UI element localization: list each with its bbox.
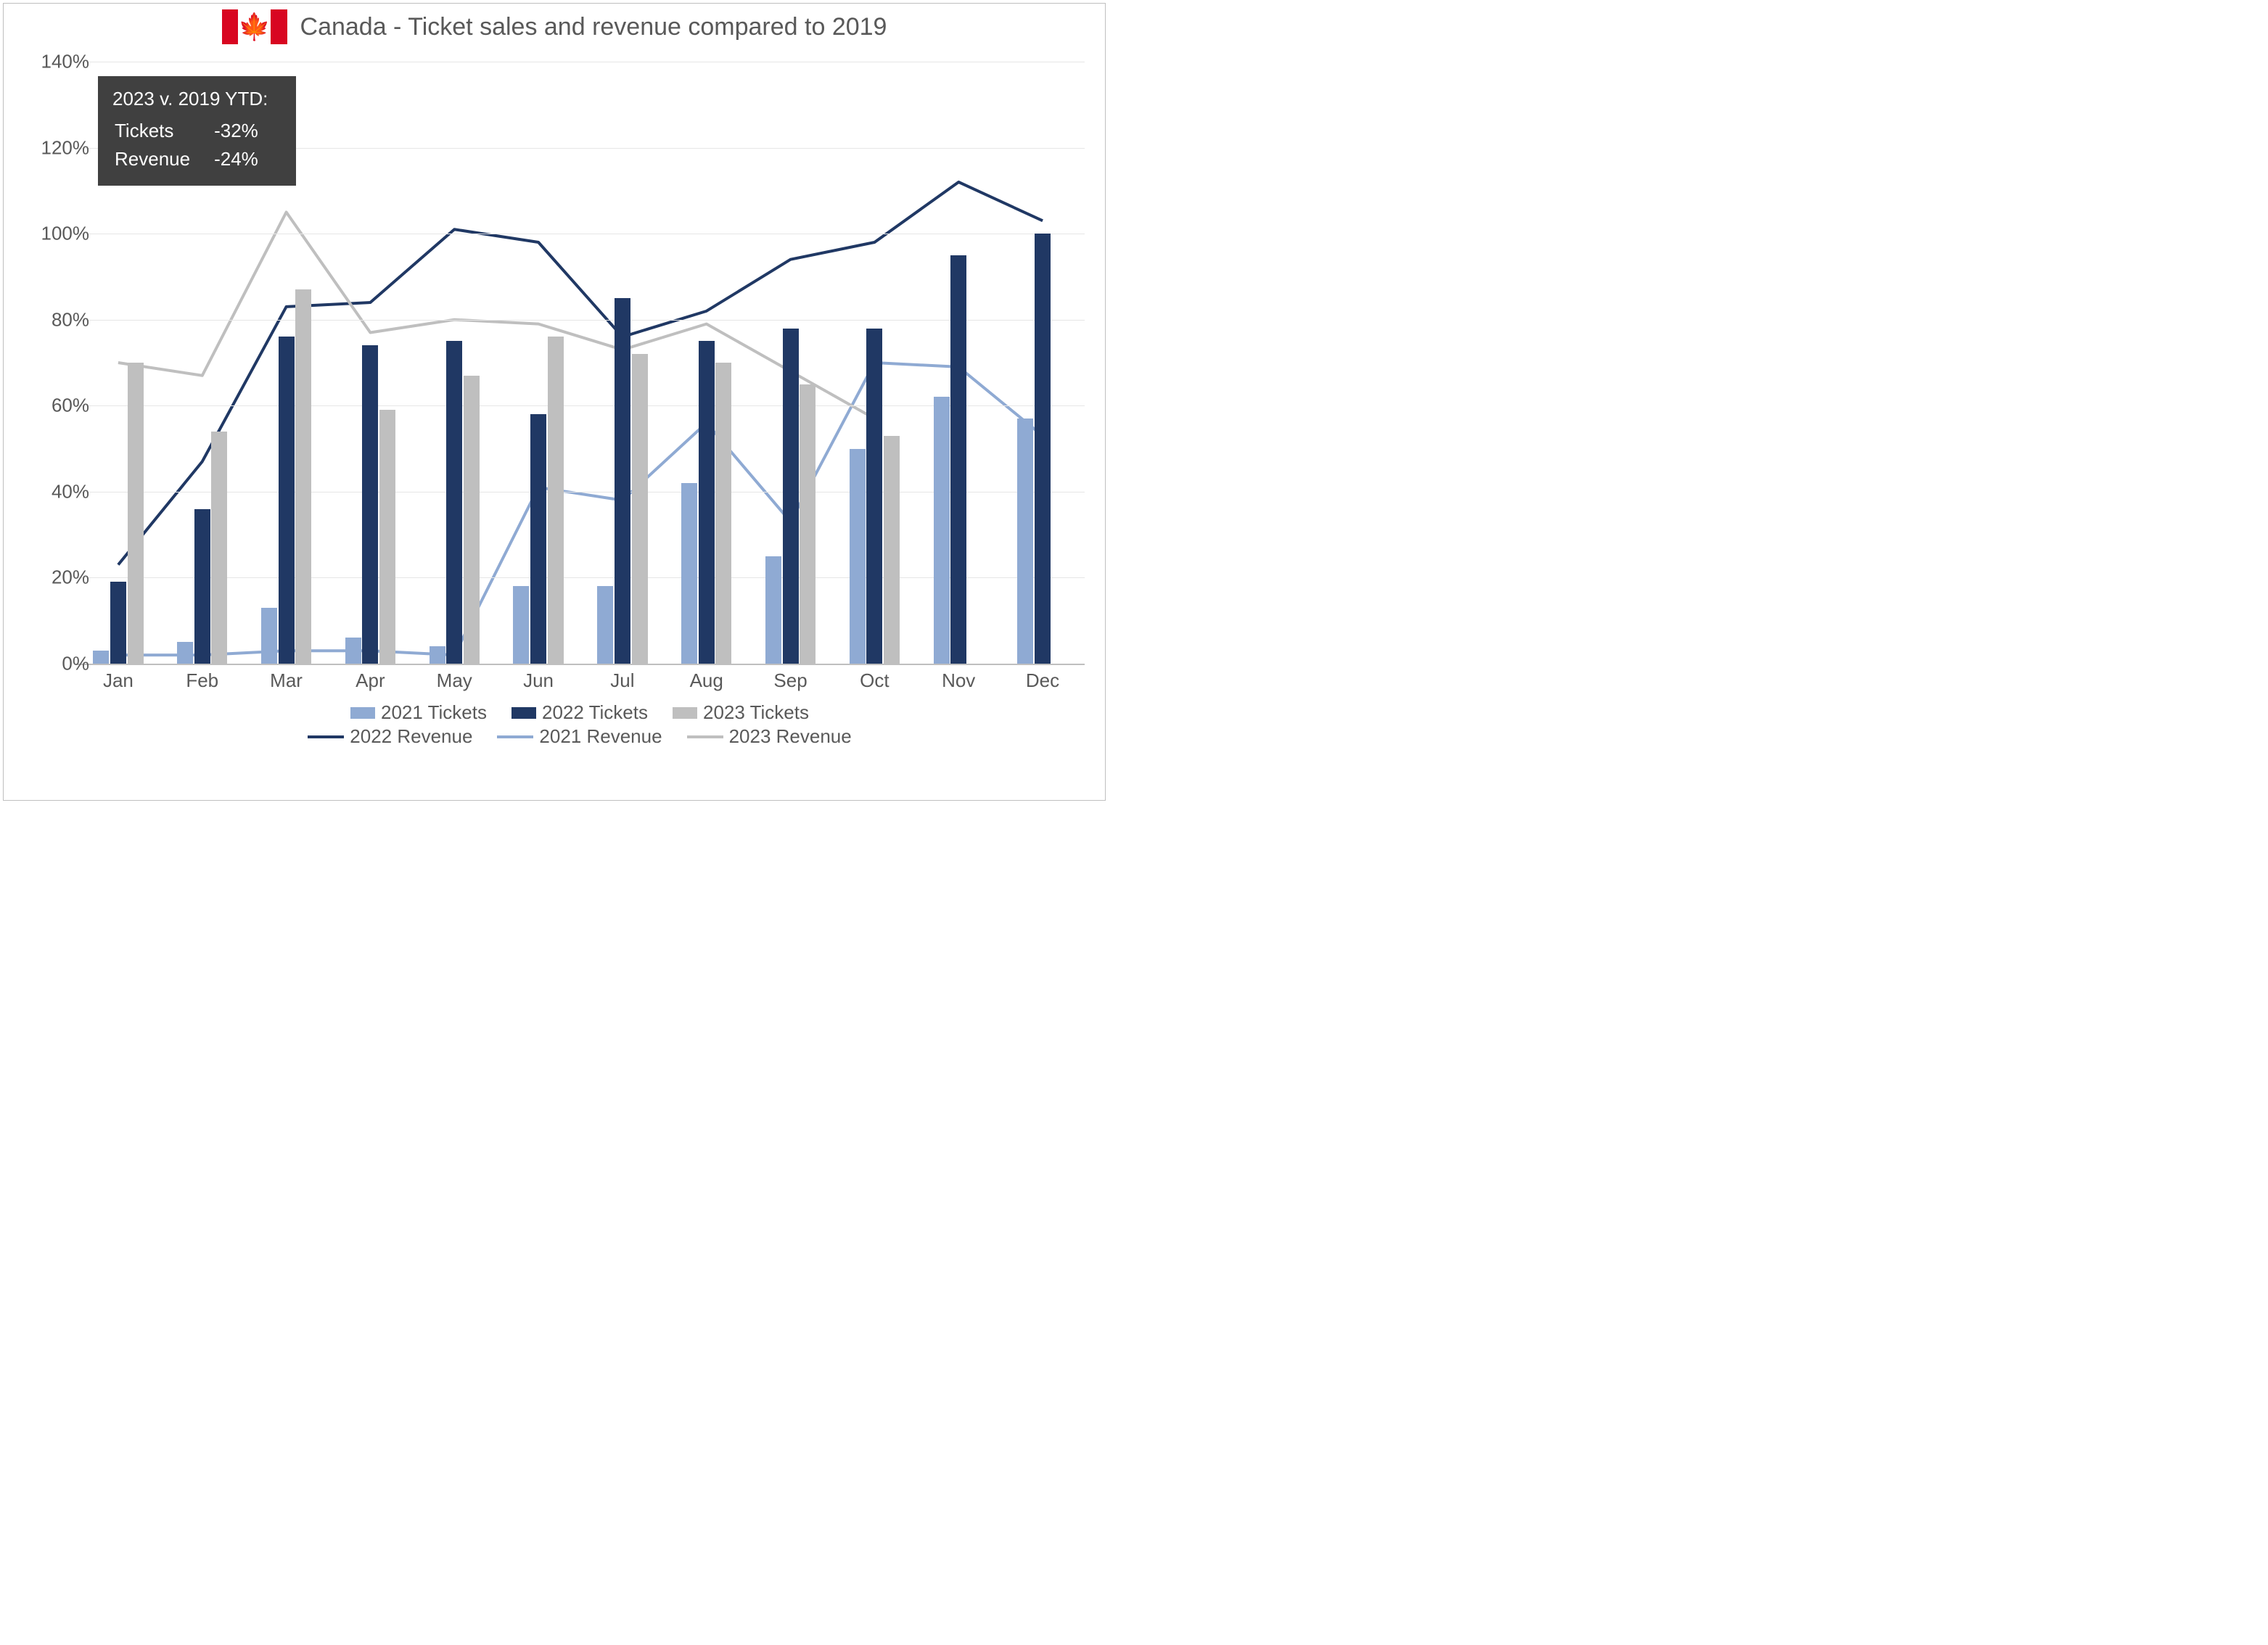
annotation-row: Tickets -32% (114, 118, 280, 144)
y-tick-label: 20% (24, 566, 89, 589)
legend-label: 2023 Tickets (703, 701, 809, 724)
bar (128, 363, 144, 664)
bar (934, 397, 950, 664)
x-tick-label: May (412, 669, 496, 692)
x-tick-label: Apr (328, 669, 412, 692)
bar (261, 608, 277, 664)
bar (597, 586, 613, 664)
chart-container: 🍁 Canada - Ticket sales and revenue comp… (3, 3, 1106, 801)
legend-label: 2023 Revenue (729, 725, 852, 748)
annotation-value: -24% (213, 146, 280, 173)
x-tick-label: Mar (245, 669, 329, 692)
bar (632, 354, 648, 664)
legend-item: 2023 Tickets (673, 701, 809, 724)
legend-line-row: 2022 Revenue 2021 Revenue 2023 Revenue (76, 725, 1083, 748)
bar (194, 509, 210, 664)
gridline (76, 320, 1085, 321)
legend: 2021 Tickets 2022 Tickets 2023 Tickets 202… (76, 700, 1083, 748)
flag-white-center: 🍁 (238, 9, 271, 44)
x-tick-label: Jul (580, 669, 665, 692)
canada-flag-icon: 🍁 (222, 9, 287, 44)
flag-red-left (222, 9, 239, 44)
bar (884, 436, 900, 664)
x-tick-label: Dec (1001, 669, 1085, 692)
line-series (118, 213, 875, 419)
annotation-heading: 2023 v. 2019 YTD: (112, 86, 282, 112)
legend-line-swatch (497, 735, 533, 738)
bar (1017, 419, 1033, 664)
y-tick-label: 80% (24, 308, 89, 331)
bar (950, 255, 966, 664)
legend-swatch (350, 707, 375, 719)
bar (699, 341, 715, 664)
legend-swatch (511, 707, 536, 719)
line-series (118, 363, 1043, 655)
bar (615, 298, 630, 664)
legend-line-swatch (308, 735, 344, 738)
bar (362, 345, 378, 664)
legend-label: 2021 Revenue (539, 725, 662, 748)
bar (177, 642, 193, 664)
maple-leaf-icon: 🍁 (238, 14, 271, 40)
bar (211, 432, 227, 664)
x-tick-label: Oct (832, 669, 916, 692)
y-tick-label: 140% (24, 51, 89, 73)
annotation-value: -32% (213, 118, 280, 144)
y-tick-label: 100% (24, 223, 89, 245)
legend-bar-row: 2021 Tickets 2022 Tickets 2023 Tickets (76, 701, 1083, 724)
bar (783, 329, 799, 664)
x-tick-label: Jun (496, 669, 580, 692)
legend-line-swatch (687, 735, 723, 738)
legend-item: 2021 Tickets (350, 701, 487, 724)
bar (279, 337, 295, 664)
annotation-label: Revenue (114, 146, 212, 173)
bar (379, 410, 395, 664)
legend-item: 2023 Revenue (687, 725, 852, 748)
bar (681, 483, 697, 664)
bar (446, 341, 462, 664)
x-tick-label: Feb (160, 669, 245, 692)
annotation-table: Tickets -32% Revenue -24% (112, 116, 282, 174)
line-series (118, 182, 1043, 565)
chart-title: Canada - Ticket sales and revenue compar… (300, 13, 887, 41)
legend-label: 2021 Tickets (381, 701, 487, 724)
ytd-annotation: 2023 v. 2019 YTD: Tickets -32% Revenue -… (98, 76, 296, 186)
bar (295, 289, 311, 664)
bar (345, 638, 361, 664)
bar (530, 414, 546, 664)
x-tick-label: Sep (749, 669, 833, 692)
flag-red-right (271, 9, 287, 44)
legend-item: 2022 Tickets (511, 701, 648, 724)
bar (93, 651, 109, 664)
annotation-row: Revenue -24% (114, 146, 280, 173)
annotation-label: Tickets (114, 118, 212, 144)
bar (464, 376, 480, 664)
legend-item: 2022 Revenue (308, 725, 472, 748)
bar (800, 384, 815, 664)
bar (765, 556, 781, 664)
bar (548, 337, 564, 664)
bar (866, 329, 882, 664)
legend-label: 2022 Tickets (542, 701, 648, 724)
legend-label: 2022 Revenue (350, 725, 472, 748)
bar (850, 449, 866, 664)
bar (1035, 234, 1051, 664)
y-tick-label: 40% (24, 480, 89, 503)
y-tick-label: 0% (24, 653, 89, 675)
legend-swatch (673, 707, 697, 719)
bar (513, 586, 529, 664)
x-tick-label: Nov (916, 669, 1001, 692)
title-row: 🍁 Canada - Ticket sales and revenue comp… (4, 4, 1105, 44)
legend-item: 2021 Revenue (497, 725, 662, 748)
x-tick-label: Aug (665, 669, 749, 692)
x-axis-labels: JanFebMarAprMayJunJulAugSepOctNovDec (76, 669, 1085, 692)
y-tick-label: 120% (24, 136, 89, 159)
bar (430, 646, 445, 664)
bar (715, 363, 731, 664)
bar (110, 582, 126, 664)
y-tick-label: 60% (24, 395, 89, 417)
